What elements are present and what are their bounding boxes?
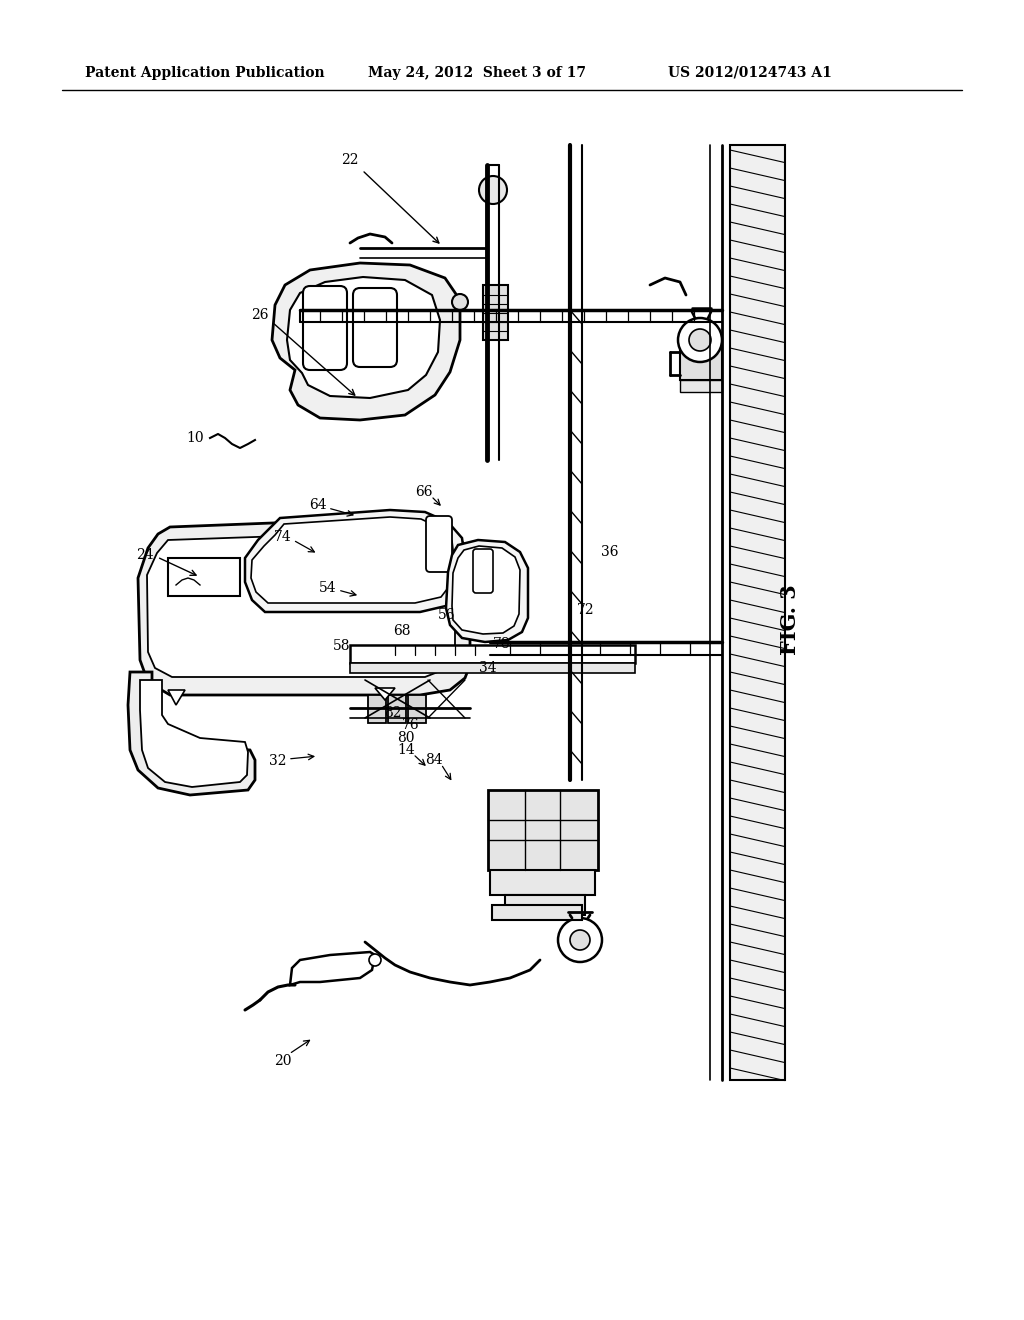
Circle shape (296, 556, 304, 565)
Bar (680, 348, 722, 380)
Circle shape (281, 556, 290, 565)
Circle shape (570, 931, 590, 950)
Text: 20: 20 (274, 1053, 292, 1068)
Text: US 2012/0124743 A1: US 2012/0124743 A1 (668, 66, 831, 81)
Bar (168, 558, 240, 597)
Circle shape (336, 556, 344, 564)
Text: 64: 64 (309, 498, 327, 512)
Text: 14: 14 (397, 743, 415, 756)
Text: 34: 34 (479, 661, 497, 675)
Polygon shape (168, 690, 185, 705)
Circle shape (258, 569, 267, 578)
Polygon shape (287, 277, 440, 399)
Circle shape (265, 582, 274, 591)
Text: 54: 54 (319, 581, 337, 595)
Text: 10: 10 (186, 432, 204, 445)
Text: 78: 78 (494, 638, 511, 651)
Text: 68: 68 (393, 624, 411, 638)
Text: 22: 22 (341, 153, 358, 168)
Circle shape (479, 176, 507, 205)
FancyBboxPatch shape (473, 549, 493, 593)
Text: 32: 32 (269, 754, 287, 768)
Polygon shape (272, 263, 460, 420)
Circle shape (310, 582, 319, 591)
Text: 82: 82 (384, 706, 401, 719)
FancyBboxPatch shape (303, 286, 347, 370)
Circle shape (689, 329, 711, 351)
Text: 74: 74 (274, 531, 292, 544)
Text: 80: 80 (397, 731, 415, 744)
Polygon shape (147, 532, 455, 677)
Text: 24: 24 (136, 548, 154, 562)
Polygon shape (290, 952, 375, 985)
Text: FIG. 3: FIG. 3 (780, 585, 800, 655)
Polygon shape (446, 540, 528, 642)
Text: 36: 36 (601, 545, 618, 558)
Bar (388, 696, 406, 723)
Text: 26: 26 (251, 308, 268, 322)
Text: May 24, 2012  Sheet 3 of 17: May 24, 2012 Sheet 3 of 17 (368, 66, 586, 81)
Bar (350, 645, 635, 663)
Circle shape (678, 318, 722, 362)
Polygon shape (138, 517, 470, 696)
Polygon shape (128, 672, 255, 795)
FancyBboxPatch shape (353, 288, 397, 367)
Circle shape (452, 294, 468, 310)
Polygon shape (245, 510, 465, 612)
Circle shape (281, 582, 290, 591)
Circle shape (318, 569, 328, 578)
Polygon shape (375, 688, 395, 700)
Bar (350, 663, 635, 673)
Circle shape (310, 556, 319, 565)
Bar (505, 895, 585, 915)
Bar (730, 145, 785, 1080)
Circle shape (303, 595, 312, 605)
Circle shape (351, 556, 359, 564)
Text: 58: 58 (333, 639, 351, 653)
Bar (488, 789, 598, 870)
Circle shape (558, 917, 602, 962)
Bar (408, 696, 426, 723)
Bar (680, 380, 722, 392)
Polygon shape (251, 517, 454, 603)
Bar (483, 285, 508, 341)
Circle shape (303, 569, 312, 578)
Polygon shape (140, 680, 248, 787)
Circle shape (265, 556, 274, 565)
Circle shape (258, 595, 267, 605)
Circle shape (318, 595, 328, 605)
Bar (490, 870, 595, 895)
Text: 56: 56 (438, 609, 456, 622)
Bar (368, 696, 386, 723)
Circle shape (296, 582, 304, 591)
Text: 66: 66 (416, 484, 433, 499)
Circle shape (369, 954, 381, 966)
Text: Patent Application Publication: Patent Application Publication (85, 66, 325, 81)
Polygon shape (452, 546, 520, 634)
Text: 72: 72 (578, 603, 595, 616)
Circle shape (366, 556, 374, 564)
Circle shape (289, 595, 298, 605)
Circle shape (273, 595, 283, 605)
Circle shape (273, 569, 283, 578)
Text: 84: 84 (425, 752, 442, 767)
Text: 76: 76 (402, 718, 420, 733)
FancyBboxPatch shape (426, 516, 452, 572)
Bar (492, 906, 582, 920)
Circle shape (289, 569, 298, 578)
